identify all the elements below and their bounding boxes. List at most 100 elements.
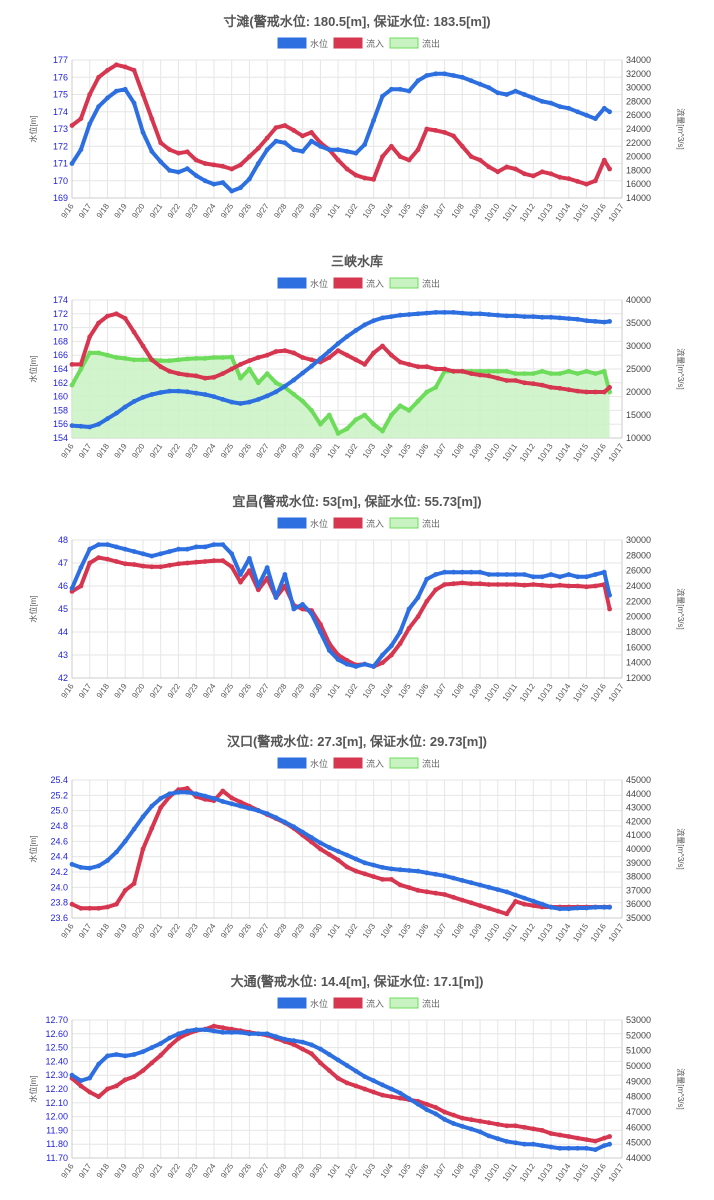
data-point bbox=[442, 873, 447, 879]
x-tick: 9/21 bbox=[148, 1162, 165, 1180]
y-tick-left: 12.00 bbox=[45, 1112, 68, 1122]
data-point bbox=[238, 572, 243, 577]
data-point bbox=[167, 549, 173, 554]
x-tick: 9/20 bbox=[130, 442, 147, 460]
x-tick: 9/20 bbox=[130, 202, 147, 220]
y-tick-left: 12.70 bbox=[45, 1015, 68, 1025]
chart-svg-3: 汉口(警戒水位: 27.3[m], 保证水位: 29.73[m]) 水位 流入 流出 2… bbox=[28, 734, 686, 944]
data-point bbox=[504, 92, 510, 97]
data-point bbox=[309, 357, 314, 363]
data-point bbox=[477, 311, 483, 317]
data-point bbox=[607, 1141, 612, 1147]
data-point bbox=[530, 314, 536, 319]
data-point bbox=[459, 310, 465, 316]
data-point bbox=[477, 368, 483, 374]
x-tick: 9/22 bbox=[166, 922, 183, 940]
data-point bbox=[424, 1107, 430, 1113]
data-point bbox=[477, 81, 483, 87]
data-point bbox=[149, 149, 155, 154]
data-point bbox=[273, 138, 279, 144]
data-point bbox=[335, 1057, 341, 1063]
data-point bbox=[344, 864, 350, 870]
x-tick: 10/4 bbox=[379, 202, 396, 220]
y-axis-label-left: 水位[m] bbox=[28, 835, 38, 862]
data-point bbox=[459, 580, 465, 586]
data-point bbox=[451, 581, 456, 587]
data-point bbox=[584, 905, 589, 911]
data-point bbox=[229, 166, 235, 172]
data-point bbox=[105, 67, 110, 73]
data-point bbox=[522, 380, 527, 386]
data-point bbox=[167, 368, 173, 374]
legend-swatch bbox=[389, 757, 419, 769]
data-point bbox=[220, 1025, 226, 1031]
x-tick: 9/29 bbox=[290, 442, 307, 460]
y-tick-right: 39000 bbox=[626, 858, 651, 868]
data-point bbox=[575, 316, 580, 322]
x-tick: 9/19 bbox=[113, 1162, 130, 1180]
data-point bbox=[389, 86, 394, 92]
data-point bbox=[486, 312, 492, 317]
y-tick-left: 11.80 bbox=[46, 1139, 68, 1149]
y-tick-left: 12.30 bbox=[45, 1070, 68, 1080]
data-point bbox=[344, 1080, 350, 1086]
data-point bbox=[149, 392, 155, 397]
data-point bbox=[607, 1134, 612, 1139]
data-point bbox=[353, 172, 359, 178]
x-tick: 9/24 bbox=[201, 682, 218, 700]
data-point bbox=[167, 1035, 173, 1041]
data-point bbox=[424, 126, 430, 132]
data-point bbox=[193, 390, 199, 396]
data-point bbox=[238, 799, 243, 805]
y-tick-left: 12.10 bbox=[45, 1098, 68, 1108]
data-point bbox=[495, 90, 501, 96]
y-tick-left: 12.50 bbox=[45, 1043, 68, 1053]
y-tick-right: 35000 bbox=[626, 913, 651, 923]
data-point bbox=[415, 595, 421, 600]
data-point bbox=[149, 1045, 155, 1050]
data-point bbox=[318, 1046, 323, 1052]
data-point bbox=[318, 1060, 323, 1066]
data-point bbox=[238, 401, 243, 406]
x-tick: 10/10 bbox=[483, 442, 502, 464]
x-tick: 10/9 bbox=[467, 682, 484, 700]
data-point bbox=[131, 1074, 137, 1080]
data-point bbox=[255, 380, 261, 386]
data-point bbox=[513, 313, 518, 319]
data-point bbox=[202, 161, 208, 166]
y-tick-right: 40000 bbox=[626, 844, 651, 854]
data-point bbox=[522, 582, 527, 588]
data-point bbox=[468, 569, 474, 575]
data-point bbox=[389, 412, 394, 418]
y-tick-right: 18000 bbox=[626, 165, 651, 175]
y-tick-left: 24.0 bbox=[50, 882, 68, 892]
data-point bbox=[96, 421, 101, 427]
data-point bbox=[486, 85, 492, 90]
y-tick-left: 24.4 bbox=[50, 852, 68, 862]
y-tick-left: 168 bbox=[53, 336, 68, 346]
data-point bbox=[575, 109, 580, 115]
y-tick-right: 22000 bbox=[626, 596, 651, 606]
x-tick: 10/15 bbox=[571, 442, 590, 464]
data-point bbox=[309, 611, 314, 616]
data-point bbox=[353, 150, 359, 156]
data-point bbox=[335, 157, 341, 163]
data-point bbox=[114, 559, 119, 564]
chart-panel-three-gorges: 三峡水库 水位 流入 流出 154 156 158 160 162 164 166 168 170 172… bbox=[0, 240, 714, 480]
data-point bbox=[389, 1094, 394, 1100]
x-tick: 9/23 bbox=[184, 442, 201, 460]
data-point bbox=[397, 86, 403, 92]
data-point bbox=[158, 1041, 164, 1046]
data-point bbox=[353, 357, 359, 363]
data-point bbox=[114, 1052, 119, 1057]
y-tick-left: 23.6 bbox=[50, 913, 68, 923]
data-point bbox=[486, 164, 492, 170]
data-point bbox=[397, 359, 403, 365]
data-point bbox=[291, 1042, 297, 1047]
y-axis-label-left: 水位[m] bbox=[28, 355, 38, 382]
data-point bbox=[593, 319, 598, 324]
data-point bbox=[69, 382, 75, 388]
data-point bbox=[495, 169, 501, 175]
y-tick-left: 46 bbox=[58, 581, 68, 591]
data-point bbox=[300, 398, 305, 404]
